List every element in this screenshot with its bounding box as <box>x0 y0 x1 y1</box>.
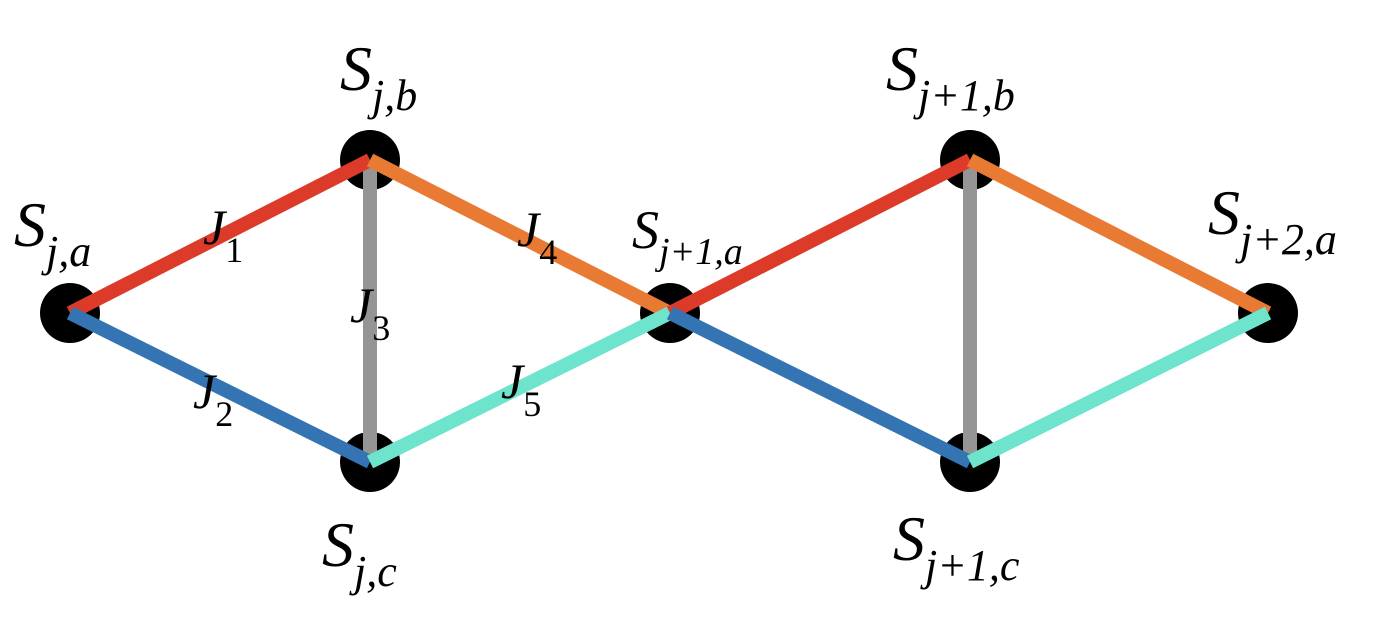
node-label-sj2a: Sj+2,a <box>1208 177 1337 264</box>
node-label-sj1b: Sj+1,b <box>886 33 1015 120</box>
edge-j4-sj1b-sj2a <box>966 153 1272 320</box>
coupling-label-j4: J4 <box>517 201 557 272</box>
coupling-label-j2: J2 <box>193 363 233 434</box>
edge-j1-sja-sjb <box>66 153 374 320</box>
node-label-sjb: Sj,b <box>340 33 417 120</box>
edge-j5-sjc-sj1a <box>366 306 674 469</box>
coupling-label-j1: J1 <box>203 199 243 270</box>
node-label-sjc: Sj,c <box>322 509 397 596</box>
node-label-sj1a: Sj+1,a <box>632 200 743 273</box>
edges-layer <box>66 153 1272 469</box>
coupling-label-j5: J5 <box>501 353 541 424</box>
node-label-sj1c: Sj+1,c <box>893 503 1020 590</box>
edge-j2-sja-sjc <box>66 306 374 469</box>
node-label-sja: Sj,a <box>14 189 91 276</box>
coupling-label-j3: J3 <box>350 277 390 348</box>
edge-j2-sj1a-sj1c <box>666 306 974 469</box>
edge-j1-sj1a-sj1b <box>666 153 974 320</box>
edge-j5-sj1c-sj2a <box>966 306 1272 469</box>
edge-j4-sjb-sj1a <box>366 153 674 320</box>
